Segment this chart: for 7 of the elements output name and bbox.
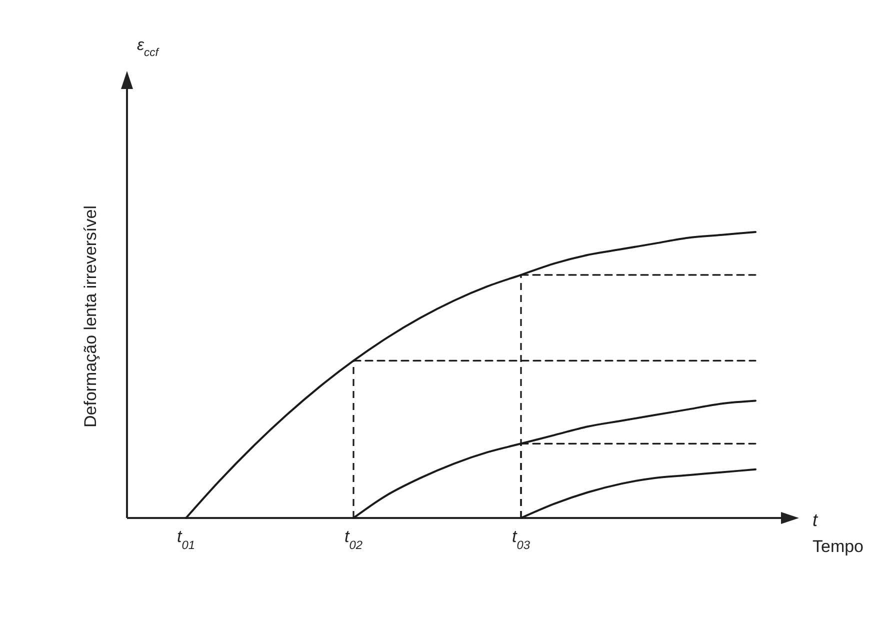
x-tick-label: t$_{01}$ [177, 527, 195, 552]
text: t [812, 510, 818, 530]
text: ε$_{ccf}$ [137, 37, 160, 59]
y-axis-title: Deformação lenta irreversível [81, 205, 100, 428]
x-tick-label: t$_{02}$ [344, 527, 363, 552]
x-axis-title: Tempo [812, 537, 864, 556]
x-tick-label: t$_{03}$ [512, 527, 530, 552]
